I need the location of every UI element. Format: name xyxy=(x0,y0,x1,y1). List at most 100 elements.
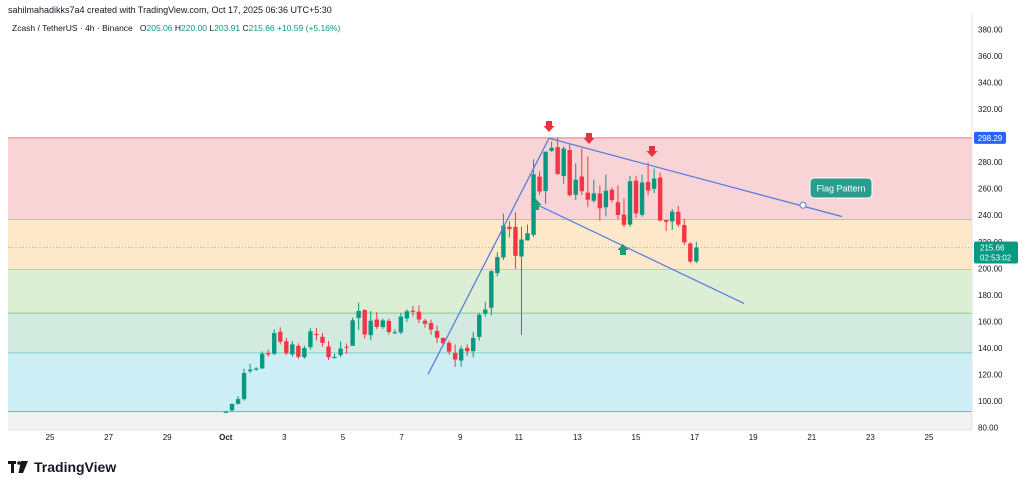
candle-body xyxy=(229,403,235,411)
ohlc-high: 220.00 xyxy=(181,23,208,33)
tradingview-logo-icon xyxy=(8,461,28,473)
candle-body xyxy=(603,190,609,208)
anchor-handle xyxy=(799,201,807,209)
candle-body xyxy=(495,257,500,274)
y-tick-label: 360.00 xyxy=(978,52,1003,61)
y-tick-label: 320.00 xyxy=(978,105,1003,114)
candle-body xyxy=(682,225,687,243)
y-tick-label: 380.00 xyxy=(978,26,1003,35)
flag-pattern-label-text: Flag Pattern xyxy=(816,184,865,194)
candle-body xyxy=(519,239,524,257)
candle-body xyxy=(471,337,476,352)
y-tick-label: 100.00 xyxy=(978,397,1003,406)
candle-body xyxy=(633,180,639,214)
y-tick-label: 340.00 xyxy=(978,79,1003,88)
x-tick-label: Oct xyxy=(219,433,233,442)
symbol-legend[interactable]: Zcash / TetherUS · 4h · Binance O205.06 … xyxy=(12,23,340,33)
tradingview-brand[interactable]: TradingView xyxy=(8,458,116,476)
up-arrow-marker xyxy=(617,244,629,255)
price-zone xyxy=(8,219,972,270)
candle-body xyxy=(458,348,464,361)
y-tick-label: 260.00 xyxy=(978,185,1003,194)
candle-body xyxy=(657,177,663,221)
flag-pattern-label-box xyxy=(809,177,873,199)
candle-body xyxy=(266,353,271,355)
candle-body xyxy=(579,176,584,192)
candle-body xyxy=(434,330,440,338)
resistance-price-box xyxy=(974,131,1006,144)
candle-body xyxy=(477,314,482,337)
y-tick-label: 120.00 xyxy=(978,370,1003,379)
x-tick-label: 29 xyxy=(163,433,172,442)
candle-body xyxy=(380,320,385,328)
x-tick-label: 13 xyxy=(573,433,582,442)
lower-zone xyxy=(8,411,972,430)
candle-body xyxy=(247,369,253,372)
candle-body xyxy=(489,271,494,308)
candle-body xyxy=(422,320,428,324)
symbol-name[interactable]: Zcash / TetherUS · 4h · Binance xyxy=(12,23,133,33)
candle-body xyxy=(645,181,651,191)
candle-body xyxy=(452,352,458,360)
candle-body xyxy=(676,211,681,225)
candle-body xyxy=(501,225,506,258)
price-zone xyxy=(8,353,972,412)
candle-body xyxy=(428,323,434,330)
y-tick-label: 160.00 xyxy=(978,317,1003,326)
down-arrow-marker xyxy=(583,133,595,144)
brand-name: TradingView xyxy=(34,459,117,475)
candle-body xyxy=(410,310,416,312)
candle-body xyxy=(537,176,542,192)
candle-body xyxy=(368,320,373,336)
chart-axes: 380.00360.00340.00320.00300.00280.00260.… xyxy=(8,14,1018,442)
candle-body xyxy=(253,368,259,370)
x-tick-label: 17 xyxy=(690,433,699,442)
candle-body xyxy=(567,149,572,196)
candle-body xyxy=(440,337,446,344)
resistance-price-text: 298.29 xyxy=(978,134,1003,143)
trend-drawings: Flag Pattern xyxy=(427,121,873,375)
y-tick-label: 280.00 xyxy=(978,158,1003,167)
candle-body xyxy=(549,147,554,151)
candle-body xyxy=(627,181,633,225)
ohlc-open: 205.06 xyxy=(146,23,173,33)
price-zone xyxy=(8,313,972,354)
candle-body xyxy=(446,342,452,352)
support-resistance-zones xyxy=(8,137,972,430)
x-tick-label: 21 xyxy=(807,433,816,442)
x-tick-label: 27 xyxy=(104,433,113,442)
candle-body xyxy=(326,346,331,358)
candle-body xyxy=(688,243,693,262)
candle-body xyxy=(573,179,578,195)
candle-body xyxy=(332,356,337,358)
x-tick-label: 7 xyxy=(399,433,404,442)
down-arrow-marker xyxy=(646,146,658,157)
ohlc-close-label: C xyxy=(242,23,249,33)
candle-body xyxy=(663,220,669,222)
current-price-box xyxy=(974,241,1018,264)
candle-body xyxy=(362,309,367,335)
current-price-text: 215.66 xyxy=(980,244,1005,253)
candle-body xyxy=(694,247,699,262)
flag-lower-trendline xyxy=(533,202,745,305)
flag-pattern-label: Flag Pattern xyxy=(809,177,873,199)
y-tick-label: 80.00 xyxy=(978,424,999,433)
candle-body xyxy=(278,331,283,342)
candle-body xyxy=(585,192,590,200)
candle-body xyxy=(356,311,361,318)
candle-body xyxy=(235,399,241,404)
up-arrow-marker xyxy=(530,199,542,210)
candle-body xyxy=(561,148,566,176)
ohlc-low-label: L xyxy=(209,23,215,33)
candle-body xyxy=(320,336,325,343)
candle-body xyxy=(296,345,301,357)
candle-body xyxy=(392,332,398,334)
candle-body xyxy=(507,226,512,230)
ohlc-high-label: H xyxy=(174,23,182,33)
x-tick-label: 9 xyxy=(458,433,463,442)
candle-body xyxy=(404,311,410,319)
ohlc-change: +10.59 (+5.16%) xyxy=(277,23,341,33)
candle-body xyxy=(398,316,404,333)
